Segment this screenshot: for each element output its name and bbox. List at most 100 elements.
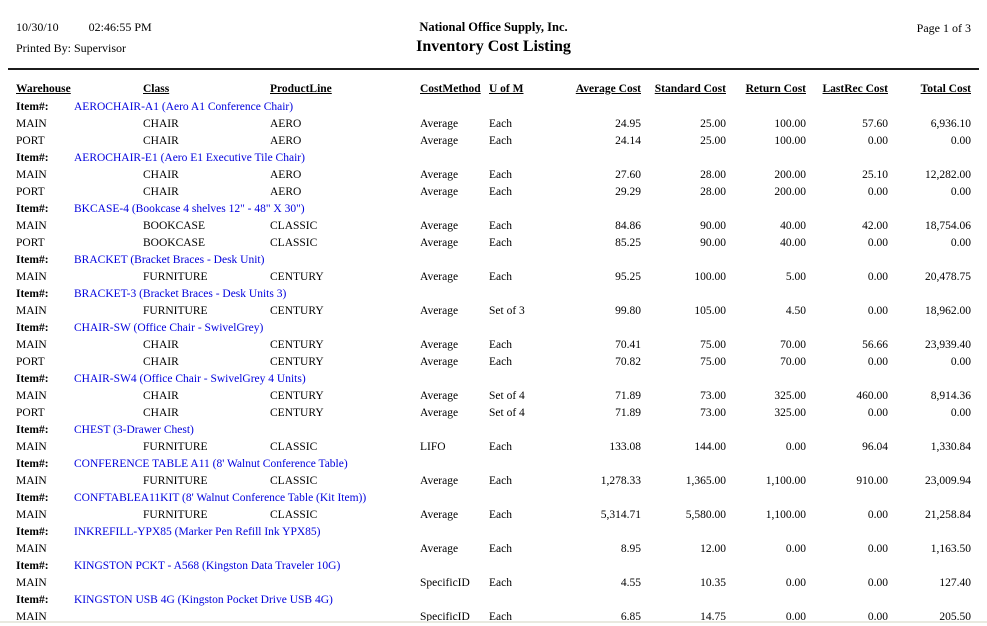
item-link[interactable]: KINGSTON USB 4G (Kingston Pocket Drive U…	[74, 593, 333, 606]
page-number: Page 1 of 3	[916, 21, 971, 35]
item-link[interactable]: INKREFILL-YPX85 (Marker Pen Refill Ink Y…	[74, 525, 321, 538]
cell-lastrec-cost: 0.00	[867, 508, 888, 521]
item-number-label: Item#:	[16, 253, 49, 266]
cell-return-cost: 0.00	[785, 610, 806, 623]
cell-class: CHAIR	[143, 389, 179, 402]
cell-productline: CLASSIC	[270, 474, 318, 487]
cell-costmethod: Average	[420, 304, 459, 317]
cell-return-cost: 70.00	[780, 338, 806, 351]
cell-warehouse: MAIN	[16, 610, 47, 623]
cell-lastrec-cost: 0.00	[867, 610, 888, 623]
cell-standard-cost: 28.00	[700, 168, 726, 181]
cell-standard-cost: 14.75	[700, 610, 726, 623]
table-row: PORT CHAIR CENTURY Average Each 70.82 75.00 70.…	[16, 353, 971, 370]
cell-total-cost: 0.00	[950, 406, 971, 419]
item-link[interactable]: CONFERENCE TABLE A11 (8' Walnut Conferen…	[74, 457, 348, 470]
table-row: MAIN FURNITURE CLASSIC Average Each 5,314.71 5…	[16, 506, 971, 523]
cell-warehouse: MAIN	[16, 542, 47, 555]
cell-warehouse: PORT	[16, 406, 45, 419]
cell-warehouse: PORT	[16, 185, 45, 198]
cell-uofm: Each	[489, 134, 512, 147]
cell-standard-cost: 75.00	[700, 355, 726, 368]
cell-lastrec-cost: 57.60	[862, 117, 888, 130]
cell-uofm: Each	[489, 168, 512, 181]
col-header-total-cost: Total Cost	[920, 83, 971, 95]
cell-average-cost: 133.08	[609, 440, 641, 453]
cell-return-cost: 0.00	[785, 542, 806, 555]
cell-return-cost: 4.50	[785, 304, 806, 317]
item-link[interactable]: BRACKET (Bracket Braces - Desk Unit)	[74, 253, 265, 266]
cell-average-cost: 70.41	[615, 338, 641, 351]
item-link[interactable]: CHEST (3-Drawer Chest)	[74, 423, 194, 436]
cell-uofm: Each	[489, 219, 512, 232]
cell-class: CHAIR	[143, 134, 179, 147]
cell-productline: CLASSIC	[270, 219, 318, 232]
report-header-center: National Office Supply, Inc. Inventory C…	[0, 20, 987, 56]
cell-uofm: Each	[489, 542, 512, 555]
table-row: MAIN FURNITURE CLASSIC LIFO Each 133.08 144.00…	[16, 438, 971, 455]
cell-class: CHAIR	[143, 406, 179, 419]
cell-total-cost: 1,330.84	[930, 440, 971, 453]
item-row: Item#: BKCASE-4 (Bookcase 4 shelves 12" -…	[16, 200, 971, 217]
cell-warehouse: PORT	[16, 355, 45, 368]
cell-total-cost: 0.00	[950, 134, 971, 147]
item-number-label: Item#:	[16, 287, 49, 300]
table-row: MAIN Average Each 8.95 12.00 0.00 0.00 1,163.50	[16, 540, 971, 557]
table-row: MAIN BOOKCASE CLASSIC Average Each 84.86 90.00…	[16, 217, 971, 234]
cell-average-cost: 1,278.33	[600, 474, 641, 487]
item-number-label: Item#:	[16, 151, 49, 164]
cell-productline: CENTURY	[270, 355, 324, 368]
item-link[interactable]: AEROCHAIR-A1 (Aero A1 Conference Chair)	[74, 100, 294, 113]
cell-costmethod: Average	[420, 508, 459, 521]
cell-costmethod: Average	[420, 338, 459, 351]
cell-class: CHAIR	[143, 355, 179, 368]
cell-total-cost: 1,163.50	[930, 542, 971, 555]
item-number-label: Item#:	[16, 491, 49, 504]
cell-total-cost: 8,914.36	[930, 389, 971, 402]
item-row: Item#: BRACKET-3 (Bracket Braces - Desk U…	[16, 285, 971, 302]
cell-lastrec-cost: 42.00	[862, 219, 888, 232]
cell-class	[143, 540, 270, 557]
cell-standard-cost: 12.00	[700, 542, 726, 555]
cell-costmethod: LIFO	[420, 440, 446, 453]
col-header-costmethod: CostMethod	[420, 83, 481, 95]
item-link[interactable]: CONFTABLEA11KIT (8' Walnut Conference Ta…	[74, 491, 367, 504]
cell-warehouse: MAIN	[16, 117, 47, 130]
cell-warehouse: MAIN	[16, 270, 47, 283]
printed-by: Printed By: Supervisor	[16, 41, 126, 55]
cell-uofm: Each	[489, 185, 512, 198]
cell-lastrec-cost: 910.00	[856, 474, 888, 487]
cell-productline: CLASSIC	[270, 440, 318, 453]
cell-class: FURNITURE	[143, 440, 208, 453]
cell-class: FURNITURE	[143, 270, 208, 283]
item-link[interactable]: BKCASE-4 (Bookcase 4 shelves 12" - 48" X…	[74, 202, 305, 215]
cell-total-cost: 0.00	[950, 355, 971, 368]
cell-class: FURNITURE	[143, 474, 208, 487]
report-table: Warehouse Class ProductLine CostMethod U of …	[16, 70, 971, 625]
cell-productline: CENTURY	[270, 338, 324, 351]
item-row: Item#: AEROCHAIR-E1 (Aero E1 Executive Ti…	[16, 149, 971, 166]
item-link[interactable]: CHAIR-SW4 (Office Chair - SwivelGrey 4 U…	[74, 372, 306, 385]
cell-uofm: Each	[489, 508, 512, 521]
item-number-label: Item#:	[16, 423, 49, 436]
cell-warehouse: PORT	[16, 134, 45, 147]
cell-costmethod: Average	[420, 355, 459, 368]
cell-productline	[270, 540, 420, 557]
cell-average-cost: 24.14	[615, 134, 641, 147]
item-link[interactable]: AEROCHAIR-E1 (Aero E1 Executive Tile Cha…	[74, 151, 305, 164]
item-link[interactable]: KINGSTON PCKT - A568 (Kingston Data Trav…	[74, 559, 341, 572]
cell-costmethod: Average	[420, 168, 459, 181]
cell-total-cost: 6,936.10	[930, 117, 971, 130]
cell-costmethod: Average	[420, 474, 459, 487]
cell-average-cost: 6.85	[620, 610, 641, 623]
item-number-label: Item#:	[16, 202, 49, 215]
table-row: MAIN SpecificID Each 6.85 14.75 0.00 0.00 205.5…	[16, 608, 971, 625]
item-link[interactable]: BRACKET-3 (Bracket Braces - Desk Units 3…	[74, 287, 287, 300]
item-row: Item#: KINGSTON USB 4G (Kingston Pocket D…	[16, 591, 971, 608]
cell-warehouse: MAIN	[16, 168, 47, 181]
item-link[interactable]: CHAIR-SW (Office Chair - SwivelGrey)	[74, 321, 264, 334]
cell-productline: AERO	[270, 134, 302, 147]
table-row: PORT CHAIR CENTURY Average Set of 4 71.89 73.0…	[16, 404, 971, 421]
cell-lastrec-cost: 0.00	[867, 576, 888, 589]
cell-costmethod: Average	[420, 389, 459, 402]
